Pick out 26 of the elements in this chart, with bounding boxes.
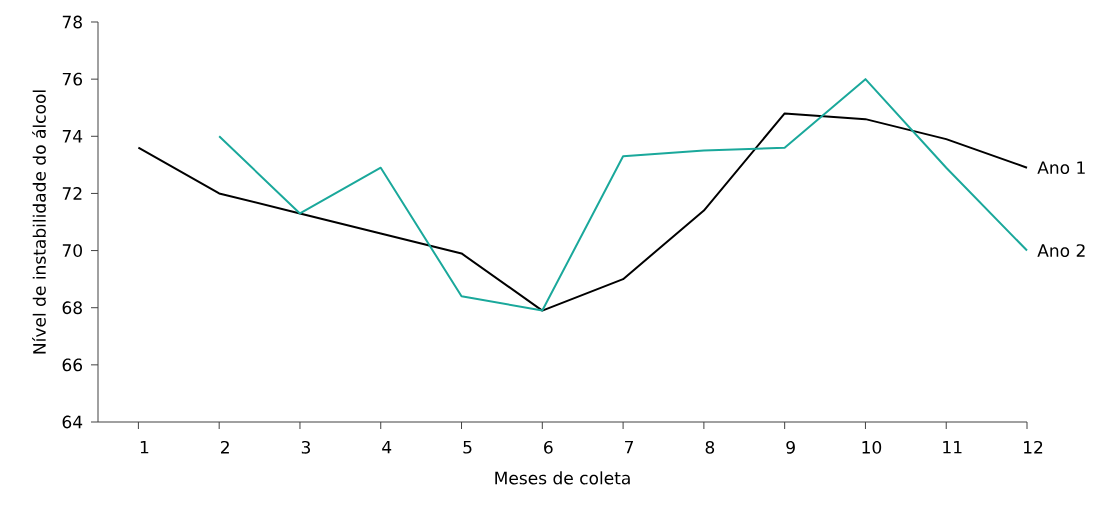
x-tick-label: 4 — [382, 440, 392, 454]
x-tick-label: 2 — [221, 440, 229, 454]
x-tick-label: 8 — [705, 440, 715, 454]
series-label: Ano 2 — [1037, 244, 1085, 258]
y-tick-label: 66 — [62, 358, 83, 372]
y-tick-label: 76 — [62, 72, 83, 86]
x-tick-label: 10 — [862, 440, 882, 454]
y-tick-label: 68 — [62, 301, 82, 315]
y-tick-label: 74 — [62, 130, 83, 143]
x-tick-label: 3 — [301, 440, 311, 454]
x-tick-label: 12 — [1024, 440, 1043, 454]
y-axis-title: Nível de instabilidade do álcool — [32, 90, 46, 354]
y-tick-label: 78 — [62, 15, 82, 29]
line-series — [137, 112, 1029, 312]
x-tick-label: 1 — [140, 440, 149, 454]
y-tick-label: 72 — [62, 187, 82, 200]
x-tick-label: 7 — [625, 440, 634, 454]
x-tick-label: 11 — [943, 440, 962, 454]
y-tick-label: 64 — [62, 415, 83, 429]
series-label: Ano 1 — [1037, 161, 1085, 175]
x-tick-label: 9 — [786, 440, 795, 454]
x-tick-label: 5 — [463, 440, 472, 454]
line-series — [218, 78, 1029, 312]
y-tick-label: 70 — [62, 244, 82, 258]
x-axis-title: Meses de coleta — [495, 471, 630, 485]
x-tick-label: 6 — [544, 440, 553, 454]
